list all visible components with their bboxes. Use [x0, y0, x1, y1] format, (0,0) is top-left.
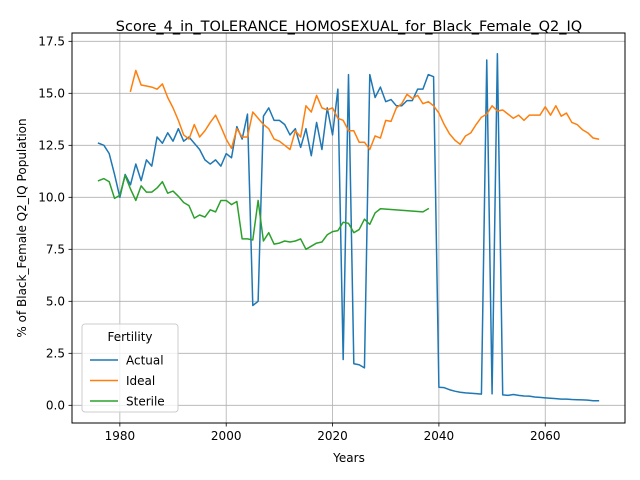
legend-title: Fertility [107, 330, 152, 344]
y-tick-label: 15.0 [38, 87, 65, 101]
y-tick-label: 17.5 [38, 35, 65, 49]
series-line-ideal [129, 69, 600, 151]
y-axis-label: % of Black_Female Q2_IQ Population [15, 118, 29, 337]
legend-label-ideal: Ideal [126, 374, 155, 388]
y-tick-label: 5.0 [46, 295, 65, 309]
chart-title: Score_4_in_TOLERANCE_HOMOSEXUAL_for_Blac… [116, 19, 582, 35]
x-tick-label: 2060 [530, 429, 561, 443]
y-tick-label: 2.5 [46, 347, 65, 361]
x-tick-label: 2000 [211, 429, 242, 443]
series-layer [97, 53, 600, 402]
legend-box [81, 323, 179, 413]
x-tick-label: 1980 [105, 429, 136, 443]
x-tick-label: 2020 [317, 429, 348, 443]
y-tick-label: 7.5 [46, 243, 65, 257]
y-tick-label: 0.0 [46, 399, 65, 413]
legend: Fertility Actual Ideal Sterile [81, 323, 179, 413]
plot-frame [71, 32, 626, 424]
x-axis-label: Years [332, 451, 365, 465]
series-line-actual [97, 53, 600, 402]
y-tick-label: 12.5 [38, 139, 65, 153]
x-tick-label: 2040 [424, 429, 455, 443]
legend-label-sterile: Sterile [126, 394, 165, 408]
legend-label-actual: Actual [126, 353, 164, 367]
grid [72, 33, 625, 423]
series-line-sterile [97, 174, 430, 251]
y-tick-label: 10.0 [38, 191, 65, 205]
y-axis: 0.0 2.5 5.0 7.5 10.0 12.5 15.0 17.5 [38, 35, 72, 413]
x-axis: 1980 2000 2020 2040 2060 [105, 423, 561, 443]
